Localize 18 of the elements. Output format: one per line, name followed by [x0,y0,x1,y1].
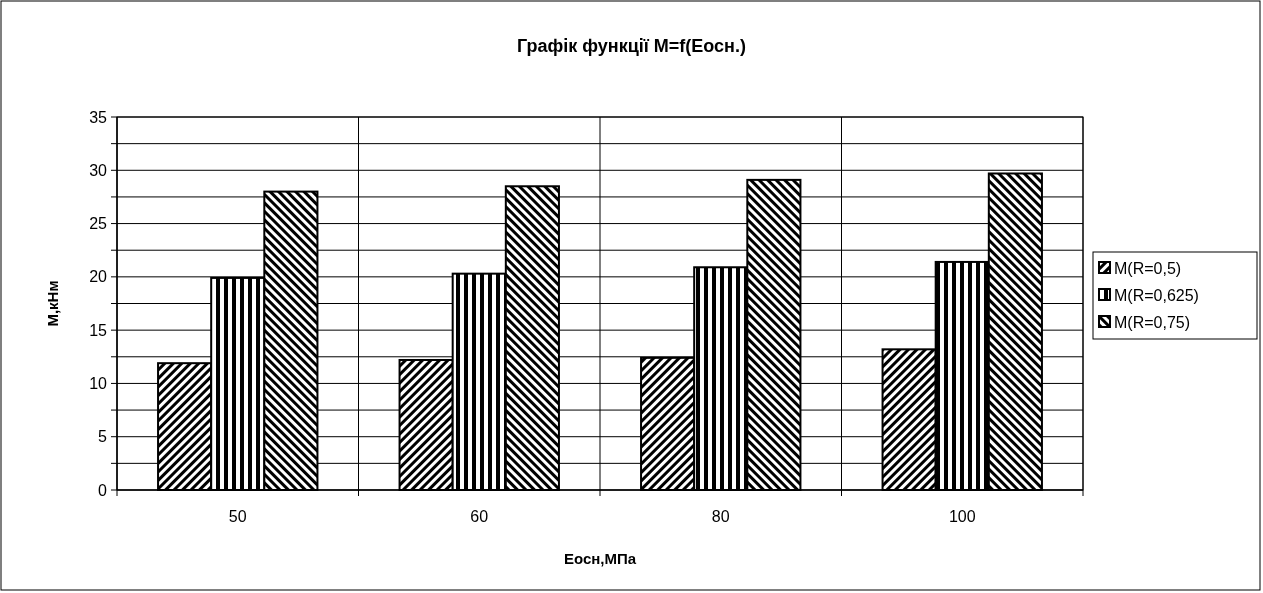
y-tick-label: 25 [89,215,108,233]
y-axis-title: М,кНм [44,280,61,327]
legend-label: M(R=0,5) [1114,259,1182,277]
y-tick-label: 5 [98,428,108,446]
x-tick-label: 60 [470,508,489,525]
y-tick-label: 20 [89,268,108,286]
y-tick-label: 0 [98,481,108,499]
x-axis-title: Eосн,МПа [563,550,637,567]
chart-title: Графік функції M=f(Eосн.) [517,36,746,56]
x-tick-label: 80 [711,508,730,525]
y-tick-label: 35 [89,108,108,126]
legend-label: M(R=0,625) [1114,286,1199,304]
x-tick-label: 50 [228,508,247,525]
y-tick-label: 15 [89,321,108,339]
legend-label: M(R=0,75) [1114,313,1191,331]
x-tick-label: 100 [948,508,976,525]
y-tick-label: 30 [89,161,108,179]
y-tick-label: 10 [89,375,108,393]
